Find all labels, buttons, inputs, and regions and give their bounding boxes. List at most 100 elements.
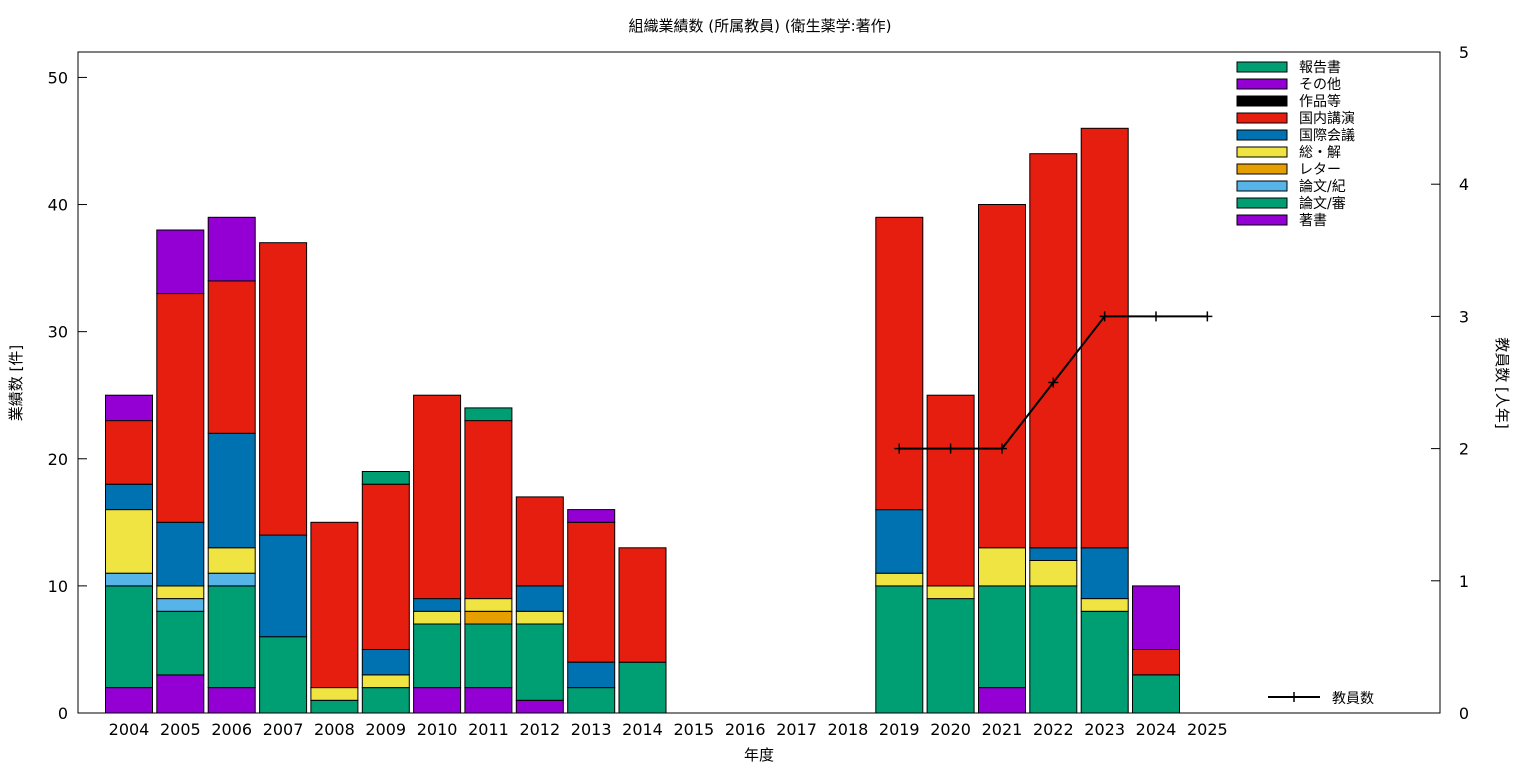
bar-2011-3 [464, 610, 513, 625]
bar-2012-1 [515, 623, 564, 701]
line-legend: 教員数 [1268, 691, 1374, 707]
legend-swatch [1236, 61, 1288, 73]
bar-2005-8 [156, 229, 205, 295]
plot-frame [77, 51, 1441, 714]
bar-2021-4 [978, 547, 1026, 587]
bar-2005-0 [156, 674, 205, 714]
bar-2009-1 [361, 687, 410, 714]
bar-2005-5 [156, 521, 205, 587]
bar-2011-4 [464, 598, 513, 612]
bar-2004-6 [105, 420, 153, 485]
bar-2008-6 [310, 521, 359, 689]
bar-2022-4 [1029, 560, 1078, 587]
bar-2011-1 [464, 623, 513, 689]
y-tick-label: 20 [48, 450, 68, 469]
bar-2007-6 [259, 242, 308, 536]
bar-2023-1 [1080, 610, 1129, 714]
bars-layer [105, 127, 1180, 714]
y2-tick-label: 4 [1459, 175, 1469, 194]
bar-2022-5 [1029, 547, 1078, 561]
legend-swatch [1236, 95, 1288, 107]
legend-swatch [1236, 163, 1288, 175]
bar-2020-4 [926, 585, 975, 600]
bar-2019-1 [875, 585, 924, 714]
bar-2012-0 [515, 699, 564, 714]
bar-2014-1 [618, 661, 667, 714]
line-point [1151, 311, 1161, 322]
x-tick-label: 2023 [1084, 720, 1125, 739]
line-point [1099, 311, 1110, 322]
line-point [1202, 311, 1213, 322]
bar-2010-0 [413, 687, 462, 714]
x-tick-label: 2008 [314, 720, 355, 739]
bar-2004-2 [105, 572, 153, 587]
x-tick-label: 2014 [622, 720, 663, 739]
bar-2010-6 [413, 394, 462, 600]
x-tick-label: 2004 [109, 720, 150, 739]
bar-2021-0 [978, 687, 1026, 714]
x-tick-label: 2007 [263, 720, 304, 739]
x-tick-label: 2015 [673, 720, 714, 739]
y-tick-label: 50 [48, 68, 68, 87]
y2-tick-label: 3 [1459, 307, 1469, 326]
legend-label: 著書 [1299, 213, 1327, 229]
x-tick-label: 2005 [160, 720, 201, 739]
bar-2006-1 [207, 585, 256, 689]
legend-swatch [1236, 180, 1288, 192]
bar-2006-8 [207, 216, 256, 282]
bar-2012-5 [515, 585, 564, 612]
legend-swatch [1236, 78, 1288, 90]
bar-2006-4 [207, 547, 256, 574]
bar-2010-5 [413, 598, 462, 612]
y2-axis: 0 1 2 3 4 5 [1431, 43, 1469, 723]
bar-2010-4 [413, 610, 462, 625]
y-axis: 0 10 20 30 40 50 [48, 68, 87, 723]
bar-2021-1 [978, 585, 1026, 689]
y2-axis-label: 教員数 [人年] [1493, 337, 1511, 428]
x-tick-label: 2013 [571, 720, 612, 739]
bar-2009-5 [361, 648, 410, 676]
bar-2004-1 [105, 585, 153, 689]
x-tick-label: 2018 [828, 720, 869, 739]
bar-2005-6 [156, 293, 205, 523]
bar-2004-0 [105, 687, 153, 714]
line-point [945, 443, 956, 454]
x-axis-label: 年度 [744, 746, 774, 764]
bar-2019-6 [875, 216, 924, 511]
bar-2013-5 [567, 661, 616, 689]
bar-2007-5 [259, 534, 308, 638]
bar-2019-5 [875, 509, 924, 574]
legend-label: 作品等 [1299, 93, 1341, 110]
bar-2006-6 [207, 280, 256, 434]
bar-2023-5 [1080, 547, 1129, 600]
y-tick-label: 10 [48, 577, 68, 596]
x-tick-label: 2024 [1136, 720, 1177, 739]
bar-2004-4 [105, 509, 153, 574]
bar-2013-6 [567, 521, 616, 663]
bar-2022-6 [1029, 153, 1078, 549]
bar-2013-1 [567, 687, 616, 714]
bar-2023-4 [1080, 598, 1129, 612]
legend-label: 報告書 [1299, 60, 1341, 76]
bar-2019-4 [875, 572, 924, 587]
bar-2006-0 [207, 687, 256, 714]
bar-2020-1 [926, 598, 975, 714]
bar-2008-4 [310, 687, 359, 701]
bar-2006-5 [207, 432, 256, 549]
legend-swatch [1236, 214, 1288, 226]
bar-2005-1 [156, 610, 205, 676]
bar-2013-8 [567, 509, 616, 523]
x-tick-label: 2020 [930, 720, 971, 739]
x-axis: 2004 2005 2006 2007 2008 2009 2010 2011 2012 2013… [109, 720, 1228, 739]
y2-tick-label: 0 [1459, 704, 1469, 723]
x-tick-label: 2021 [982, 720, 1023, 739]
legend-label: 総・解 [1299, 145, 1341, 161]
x-tick-label: 2016 [725, 720, 766, 739]
legend-label: 国際会議 [1299, 127, 1355, 144]
y-tick-label: 30 [48, 323, 68, 342]
legend-label: 論文/紀 [1299, 179, 1346, 195]
bar-2024-8 [1132, 585, 1180, 651]
line-legend-label: 教員数 [1332, 691, 1374, 707]
